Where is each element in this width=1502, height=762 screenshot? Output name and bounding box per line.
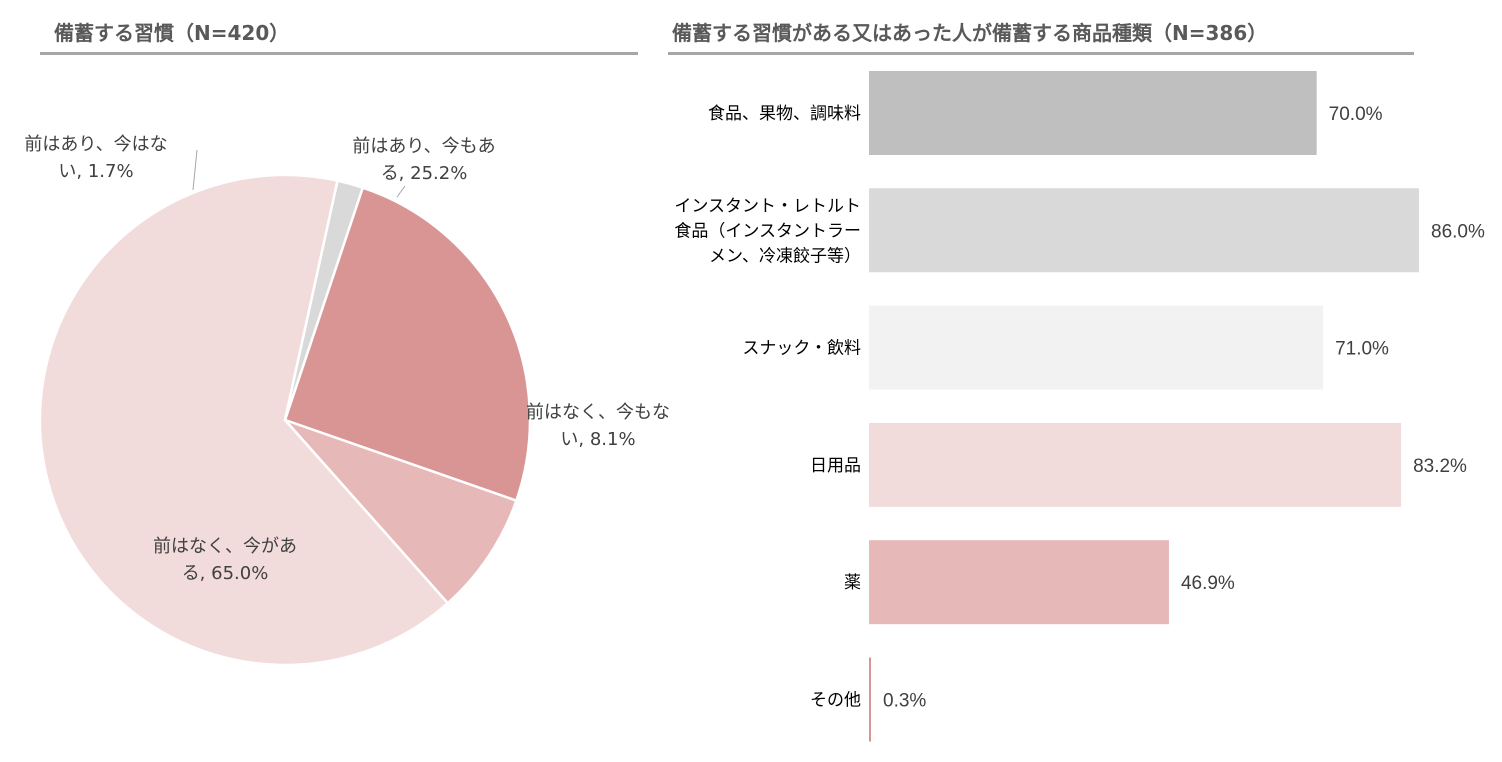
category-label: 薬: [844, 573, 861, 593]
bar-title-rule: [668, 52, 1414, 55]
bar-value-label: 71.0%: [1335, 339, 1389, 360]
bar: [869, 422, 1402, 507]
pie-slice: [38, 173, 450, 667]
pie-slice: [280, 417, 518, 605]
bar: [869, 305, 1324, 390]
bar-value-label: 70.0%: [1329, 104, 1383, 125]
category-label: 日用品: [810, 456, 861, 476]
category-label: その他: [810, 691, 861, 711]
category-label: 食品、果物、調味料: [708, 104, 861, 124]
pie-slice-label: 前はなく、今がある, 65.0%: [153, 536, 297, 584]
bar: [869, 540, 1169, 625]
pie-slice-label: 前はあり、今はない, 1.7%: [24, 134, 167, 182]
pie-leader-line: [192, 149, 198, 191]
pie-leader-line: [396, 185, 406, 198]
pie-slice: [283, 186, 532, 503]
bar-value-label: 0.3%: [883, 691, 926, 712]
pie-title-rule: [40, 52, 638, 55]
pie-slice-label: 前はあり、今もある, 25.2%: [352, 136, 495, 184]
bar: [869, 71, 1317, 155]
bar: [869, 657, 871, 742]
bar-value-label: 86.0%: [1431, 221, 1485, 242]
pie-slice-label: 前はなく、今もない, 8.1%: [526, 402, 670, 450]
category-label: インスタント・レトルト食品（インスタントラーメン、冷凍餃子等）: [674, 196, 861, 266]
pie-chart-title: 備蓄する習慣（N=420）: [54, 21, 290, 45]
bar-value-label: 46.9%: [1181, 573, 1235, 594]
category-label: スナック・飲料: [742, 339, 861, 359]
bar-value-label: 83.2%: [1413, 456, 1467, 477]
bar: [869, 188, 1419, 273]
pie-slice: [283, 179, 365, 421]
bar-chart-title: 備蓄する習慣がある又はあった人が備蓄する商品種類（N=386）: [672, 21, 1268, 45]
